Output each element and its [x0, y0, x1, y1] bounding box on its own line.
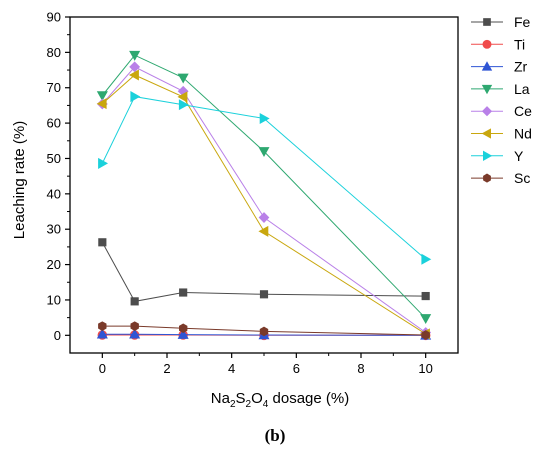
- legend-item-la: La: [471, 81, 530, 97]
- x-tick-label: 2: [163, 361, 170, 376]
- series-nd: [96, 69, 430, 340]
- legend-marker-nd: [481, 128, 492, 139]
- legend-label-fe: Fe: [514, 14, 531, 30]
- x-axis-title-part: Na: [211, 390, 231, 407]
- data-point-la: [96, 91, 108, 102]
- legend-label-nd: Nd: [514, 126, 532, 142]
- data-point-y: [130, 91, 141, 103]
- legend-marker-sc: [483, 173, 491, 183]
- data-point-la: [258, 147, 270, 158]
- legend-item-y: Y: [471, 148, 524, 164]
- plot-frame: [69, 16, 459, 354]
- series-la: [96, 50, 432, 325]
- data-point-y: [259, 113, 270, 124]
- data-point-fe: [259, 290, 269, 299]
- x-axis-title-part: O: [251, 390, 263, 407]
- data-point-ce: [129, 61, 141, 73]
- legend-item-fe: Fe: [471, 14, 531, 30]
- y-tick-label: 50: [47, 151, 61, 166]
- data-point-sc: [259, 326, 269, 337]
- x-tick-label: 0: [99, 361, 106, 376]
- series-fe: [98, 238, 430, 306]
- legend-item-zr: Zr: [471, 59, 528, 75]
- y-tick-label: 40: [47, 186, 61, 201]
- x-tick-label: 8: [357, 361, 364, 376]
- x-axis-title-part: 4: [263, 399, 269, 410]
- y-tick-label: 80: [47, 45, 61, 60]
- data-point-nd: [177, 91, 188, 103]
- legend-marker-fe: [483, 18, 491, 26]
- legend-item-ce: Ce: [471, 103, 532, 119]
- legend-marker-zr: [481, 61, 493, 71]
- data-point-sc: [130, 321, 139, 331]
- legend-marker-ti: [482, 39, 492, 49]
- series-sc: [98, 321, 430, 340]
- x-axis-title-part: dosage (%): [268, 390, 349, 407]
- legend-marker-la: [481, 84, 493, 95]
- figure-caption: (b): [264, 426, 286, 445]
- legend-marker-y: [482, 150, 493, 161]
- legend-label-ti: Ti: [514, 36, 525, 52]
- data-point-ce: [258, 212, 270, 223]
- y-tick-label: 10: [47, 292, 61, 307]
- y-tick-label: 30: [47, 222, 61, 237]
- data-point-y: [98, 157, 109, 169]
- series-y: [98, 91, 432, 265]
- legend-label-y: Y: [514, 148, 524, 164]
- data-point-la: [177, 73, 189, 84]
- data-point-zr: [96, 328, 108, 339]
- legend-label-la: La: [514, 81, 530, 97]
- axis-ticks: 0 2 4 6 8 10 0 10 20 30 40 50 60 70 80 90: [47, 10, 433, 377]
- x-tick-label: 10: [418, 361, 432, 376]
- legend-label-sc: Sc: [514, 170, 530, 186]
- legend-item-sc: Sc: [471, 170, 530, 186]
- x-tick-label: 4: [228, 361, 235, 376]
- data-point-fe: [421, 291, 430, 301]
- data-point-nd: [258, 225, 269, 237]
- y-axis-title: Leaching rate (%): [11, 121, 28, 239]
- data-point-sc: [421, 330, 430, 340]
- data-point-fe: [179, 288, 188, 297]
- y-tick-label: 90: [47, 10, 61, 25]
- data-point-fe: [98, 238, 107, 247]
- data-point-y: [421, 253, 432, 265]
- data-point-y: [178, 99, 189, 111]
- legend-label-zr: Zr: [514, 59, 528, 75]
- x-tick-label: 6: [293, 361, 300, 376]
- data-point-zr: [129, 328, 141, 339]
- y-tick-label: 0: [54, 328, 61, 343]
- x-axis-title-part: 2: [246, 399, 252, 410]
- y-tick-label: 60: [47, 116, 61, 131]
- x-axis-title-part: 2: [230, 399, 236, 410]
- legend-item-nd: Nd: [471, 126, 532, 142]
- legend-item-ti: Ti: [471, 36, 525, 52]
- series-line-la: [101, 54, 427, 319]
- legend-marker-ce: [481, 106, 493, 117]
- legend-label-ce: Ce: [514, 103, 532, 119]
- data-point-fe: [130, 297, 139, 306]
- data-point-zr: [177, 328, 189, 339]
- x-axis-title: Na2S2O4 dosage (%): [211, 390, 349, 410]
- y-tick-label: 20: [47, 257, 61, 272]
- data-point-nd: [96, 98, 107, 110]
- data-point-nd: [128, 69, 139, 81]
- y-tick-label: 70: [47, 80, 61, 95]
- data-point-sc: [98, 321, 107, 331]
- series-layer: [96, 50, 432, 341]
- data-point-la: [129, 50, 141, 61]
- plot-border: [69, 16, 459, 354]
- x-axis-title-part: S: [236, 390, 246, 407]
- data-point-la: [420, 314, 432, 325]
- data-point-sc: [178, 323, 188, 334]
- legend: Fe Ti Zr La Ce Nd Y Sc: [471, 14, 532, 186]
